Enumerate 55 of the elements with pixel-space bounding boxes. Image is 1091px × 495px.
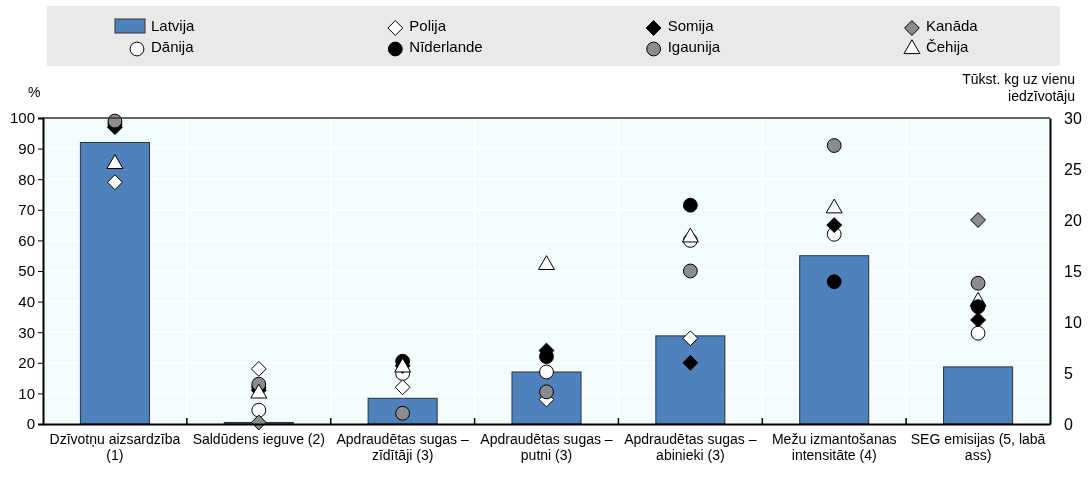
x-tick-label: Apdraudētas sugas – zīdītāji (3) (336, 431, 470, 463)
legend-label: Polija (409, 17, 447, 34)
point (682, 330, 699, 347)
y-tick-label: 0 (26, 415, 35, 433)
x-tick-label: Mežu izmantošanas intensitāte (4) (771, 431, 897, 463)
point (826, 274, 842, 290)
x-tick-label: Saldūdens ieguve (2) (192, 431, 325, 447)
bar (511, 371, 582, 425)
point (682, 354, 699, 371)
point (251, 402, 267, 418)
y2-tick-label: 5 (1064, 364, 1073, 382)
bar (79, 141, 150, 425)
legend-label: Nīderlande (409, 38, 483, 55)
x-tick-label: Dzīvotņu aizsardzība (1) (49, 431, 181, 463)
point (682, 263, 698, 279)
point (250, 414, 267, 431)
bar (367, 397, 438, 425)
legend-label: Latvija (151, 17, 196, 34)
y-tick-label: 20 (18, 354, 35, 372)
y2-tick-label: 10 (1064, 313, 1082, 331)
legend-label: Dānija (151, 38, 195, 55)
y-tick-label: 10 (18, 384, 35, 402)
y-tick-label: 30 (18, 323, 35, 341)
point (395, 405, 411, 421)
y2-axis-title: Tūkst. kg uz vienu iedzīvotāju (962, 71, 1075, 104)
point (107, 174, 123, 191)
y2-tick-label: 25 (1064, 160, 1082, 178)
legend-label: Čehija (925, 38, 970, 55)
point (539, 384, 554, 400)
y-axis-title: % (28, 84, 41, 100)
bar (799, 255, 870, 425)
point (682, 197, 698, 213)
y2-tick-label: 20 (1064, 211, 1082, 229)
y-tick-label: 80 (18, 170, 35, 188)
y-tick-label: 100 (9, 109, 35, 127)
legend-label: Kanāda (925, 17, 979, 34)
y2-tick-label: 30 (1064, 109, 1082, 127)
y-tick-label: 40 (18, 292, 35, 310)
bar (655, 335, 726, 425)
x-tick-label: Apdraudētas sugas – putni (3) (480, 431, 613, 463)
x-tick-label: SEG emisijas (5, labā ass) (910, 431, 1046, 463)
x-tick-label: Apdraudētas sugas – abinieki (3) (624, 431, 757, 463)
legend-label: Somija (667, 17, 715, 34)
y2-tick-label: 0 (1064, 415, 1073, 433)
y2-tick-label: 15 (1064, 262, 1082, 280)
legend-label: Igaunija (667, 38, 721, 55)
point (394, 379, 411, 396)
y-tick-label: 60 (18, 231, 35, 249)
y-tick-label: 50 (18, 262, 35, 280)
point (826, 138, 842, 153)
point (250, 361, 267, 377)
point (826, 217, 843, 234)
y-tick-label: 90 (18, 139, 35, 157)
y-tick-label: 70 (18, 201, 35, 219)
point (539, 364, 554, 380)
